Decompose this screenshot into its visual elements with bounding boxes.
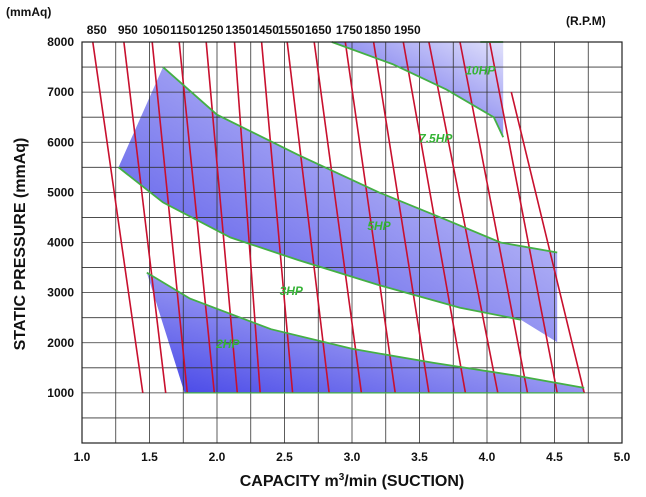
- y-tick-label: 1000: [47, 386, 74, 400]
- x-tick-label: 1.5: [141, 450, 158, 464]
- plot-frame: [81, 41, 623, 444]
- rpm-tick-label: 950: [118, 23, 138, 37]
- rpm-tick-label: 1850: [364, 23, 391, 37]
- x-tick-label: 4.0: [479, 450, 496, 464]
- rpm-tick-label: 1650: [305, 23, 332, 37]
- rpm-tick-label: 1150: [170, 23, 196, 37]
- hp-label-10HP: 10HP: [465, 64, 496, 78]
- hp-band-5HP: [118, 67, 558, 343]
- rpm-line-1250: [205, 41, 239, 393]
- x-axis-title-rest: /min (SUCTION): [344, 473, 464, 490]
- y-tick-label: 7000: [47, 85, 74, 99]
- rpm-line-1650: [313, 41, 363, 394]
- x-tick-labels: 1.0 1.5 2.0 2.5 3.0 3.5 4.0 4.5 5.0: [74, 450, 631, 464]
- hp-label-3HP: 3HP: [280, 284, 304, 298]
- y-axis-title: STATIC PRESSURE (mmAq): [12, 138, 29, 351]
- rpm-line-850: [92, 41, 144, 394]
- hp-line-7.5HP: [331, 41, 505, 138]
- hp-band-10HP: [331, 42, 504, 138]
- grid: [82, 42, 622, 443]
- rpm-line-1950: [402, 41, 467, 394]
- rpm-line-unlabeled: [488, 41, 558, 394]
- y-tick-label: 5000: [47, 185, 74, 199]
- hp-band-2HP: [146, 272, 585, 393]
- rpm-line-1050: [151, 41, 189, 393]
- x-tick-label: 2.5: [276, 450, 293, 464]
- rpm-lines: [92, 41, 585, 394]
- rpm-line-unlabeled: [428, 41, 499, 394]
- x-axis-title: CAPACITY m3/min (SUCTION): [240, 472, 465, 490]
- rpm-tick-label: 1050: [143, 23, 170, 37]
- rpm-tick-label: 1250: [197, 23, 224, 37]
- hp-label-5HP: 5HP: [367, 219, 391, 233]
- rpm-line-unlabeled: [459, 41, 529, 394]
- rpm-tick-label: 1450: [252, 23, 279, 37]
- hp-line-5HP: [162, 66, 558, 254]
- x-tick-label: 3.5: [411, 450, 428, 464]
- hp-line-3HP: [117, 166, 521, 321]
- hp-line-2HP: [146, 271, 585, 389]
- hp-lines: [117, 41, 585, 394]
- y-tick-label: 2000: [47, 336, 74, 350]
- x-tick-label: 1.0: [74, 450, 91, 464]
- y-unit-label: (mmAq): [6, 5, 51, 19]
- rpm-line-1350: [233, 41, 261, 393]
- y-tick-label: 3000: [47, 286, 74, 300]
- rpm-line-1150: [178, 41, 216, 393]
- rpm-tick-label: 850: [87, 23, 107, 37]
- x-tick-label: 2.0: [209, 450, 226, 464]
- rpm-tick-label: 1550: [278, 23, 305, 37]
- y-tick-label: 8000: [47, 35, 74, 49]
- rpm-tick-label: 1350: [225, 23, 252, 37]
- rpm-tick-label: 1750: [336, 23, 363, 37]
- x-axis-title-main: CAPACITY m: [240, 473, 339, 490]
- x-tick-label: 5.0: [614, 450, 631, 464]
- x-tick-label: 4.5: [546, 450, 563, 464]
- y-tick-label: 6000: [47, 135, 74, 149]
- rpm-line-1450: [260, 41, 294, 393]
- rpm-line-1750: [344, 41, 396, 394]
- hp-label-7.5HP: 7.5HP: [419, 131, 453, 145]
- rpm-tick-label: 1950: [394, 23, 421, 37]
- rpm-line-950: [123, 41, 167, 393]
- x-axis-title-sup: 3: [339, 472, 345, 483]
- rpm-line-1550: [286, 41, 330, 393]
- hp-label-2HP: 2HP: [215, 337, 240, 351]
- rpm-line-1850: [372, 41, 430, 394]
- hp-band-labels: 2HP 3HP 5HP 7.5HP 10HP: [215, 64, 496, 351]
- rpm-unit-label: (R.P.M): [566, 14, 606, 28]
- x-tick-label: 3.0: [344, 450, 361, 464]
- hp-bands: [118, 42, 585, 393]
- rpm-line-unlabeled: [510, 91, 585, 394]
- y-tick-label: 4000: [47, 236, 74, 250]
- y-tick-labels: 1000 2000 3000 4000 5000 6000 7000 8000: [47, 35, 74, 400]
